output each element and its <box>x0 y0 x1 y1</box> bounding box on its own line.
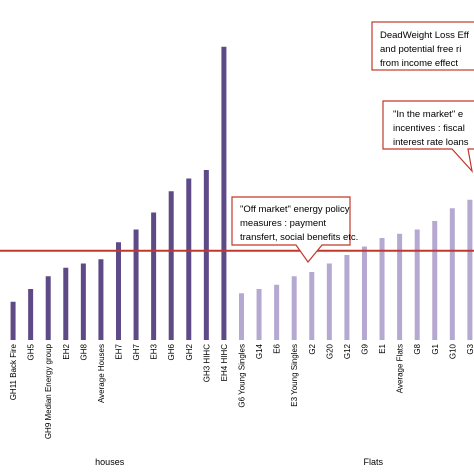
x-tick-label: G6 Young Singles <box>237 344 246 408</box>
x-tick-label: G8 <box>413 343 422 354</box>
x-tick-label: G10 <box>448 343 457 359</box>
x-tick-label: EH4 HIHC <box>220 344 229 382</box>
group-label-flats: Flats <box>363 457 383 467</box>
bar-g3 <box>467 199 473 340</box>
bar-gh8 <box>80 263 86 340</box>
bar-gh2 <box>186 178 192 340</box>
x-tick-label: GH8 <box>79 343 88 360</box>
bars <box>10 46 473 340</box>
x-tick-label: GH3 HIHC <box>202 344 211 382</box>
bar-g9 <box>361 246 367 340</box>
bar-eh2 <box>63 267 69 340</box>
x-tick-label: G12 <box>343 343 352 359</box>
x-tick-label: G9 <box>360 343 369 354</box>
bar-average-houses <box>98 259 104 340</box>
callout-in-market-line-1: "In the market" e <box>393 109 463 120</box>
x-tick-label: GH9 Median Energy group <box>44 343 53 439</box>
bar-g1 <box>432 221 438 340</box>
group-labels: houses Flats <box>95 457 383 467</box>
bar-eh4-hihc <box>221 46 227 340</box>
x-tick-label: G1 <box>431 343 440 354</box>
callout-deadweight-line-3: from income effect <box>380 58 458 69</box>
x-tick-label: GH7 <box>132 343 141 360</box>
bar-g6-young-singles <box>238 293 244 340</box>
bar-gh9-median-energy-group <box>45 276 51 340</box>
bar-gh11-back-fire <box>10 301 16 340</box>
callout-deadweight-line-1: DeadWeight Loss Eff <box>380 30 469 41</box>
x-tick-label: GH6 <box>167 343 176 360</box>
callout-off-market-line-3: transfert, social benefits etc. <box>240 232 358 243</box>
bar-g8 <box>414 229 420 340</box>
x-tick-label: GH2 <box>185 343 194 360</box>
x-tick-label: GH5 <box>27 343 36 360</box>
bar-g20 <box>326 263 332 340</box>
x-tick-label: E6 <box>273 343 282 353</box>
bar-e6 <box>274 284 280 340</box>
callout-in-market-line-2: incentives : fiscal <box>393 123 465 134</box>
bar-average-flats <box>397 233 403 340</box>
bar-g10 <box>449 208 455 340</box>
x-tick-label: G14 <box>255 343 264 359</box>
callout-off-market-line-1: "Off market" energy policy <box>240 204 350 215</box>
bar-gh7 <box>133 229 139 340</box>
callout-off-market-line-2: measures : payment <box>240 218 326 229</box>
x-tick-label: E3 Young Singles <box>290 344 299 407</box>
x-tick-label: G2 <box>308 343 317 354</box>
x-tick-labels: GH1 GH11 Back Fire GH5 GH9 Median Energy gr… <box>0 343 474 439</box>
x-tick-label: GH11 Back Fire <box>9 343 18 400</box>
callout-in-market-line-3: interest rate loans <box>393 137 469 148</box>
x-tick-label: G3 <box>466 343 474 354</box>
callout-deadweight-line-2: and potential free ri <box>380 44 461 55</box>
bar-eh3 <box>151 212 157 340</box>
x-tick-label: EH7 <box>114 343 123 359</box>
bar-g2 <box>309 272 315 340</box>
x-tick-label: GH1 <box>0 343 1 360</box>
bar-gh3-hihc <box>203 170 209 340</box>
callout-deadweight: DeadWeight Loss Eff and potential free r… <box>371 21 474 71</box>
x-tick-label: EH2 <box>62 343 71 359</box>
x-tick-label: G20 <box>325 343 334 359</box>
bar-gh6 <box>168 191 174 340</box>
x-tick-label: EH3 <box>150 343 159 359</box>
x-tick-label: Average Flats <box>396 344 405 393</box>
x-tick-label: Average Houses <box>97 344 106 403</box>
x-tick-label: E1 <box>378 343 387 353</box>
bar-e3-young-singles <box>291 276 297 340</box>
bar-gh5 <box>28 289 34 340</box>
bar-eh7 <box>115 242 121 340</box>
callout-off-market: "Off market" energy policy measures : pa… <box>231 196 358 263</box>
bar-g14 <box>256 289 262 340</box>
callout-in-market: "In the market" e incentives : fiscal in… <box>382 100 474 173</box>
bar-e1 <box>379 238 385 340</box>
bar-g12 <box>344 255 350 340</box>
group-label-houses: houses <box>95 457 125 467</box>
